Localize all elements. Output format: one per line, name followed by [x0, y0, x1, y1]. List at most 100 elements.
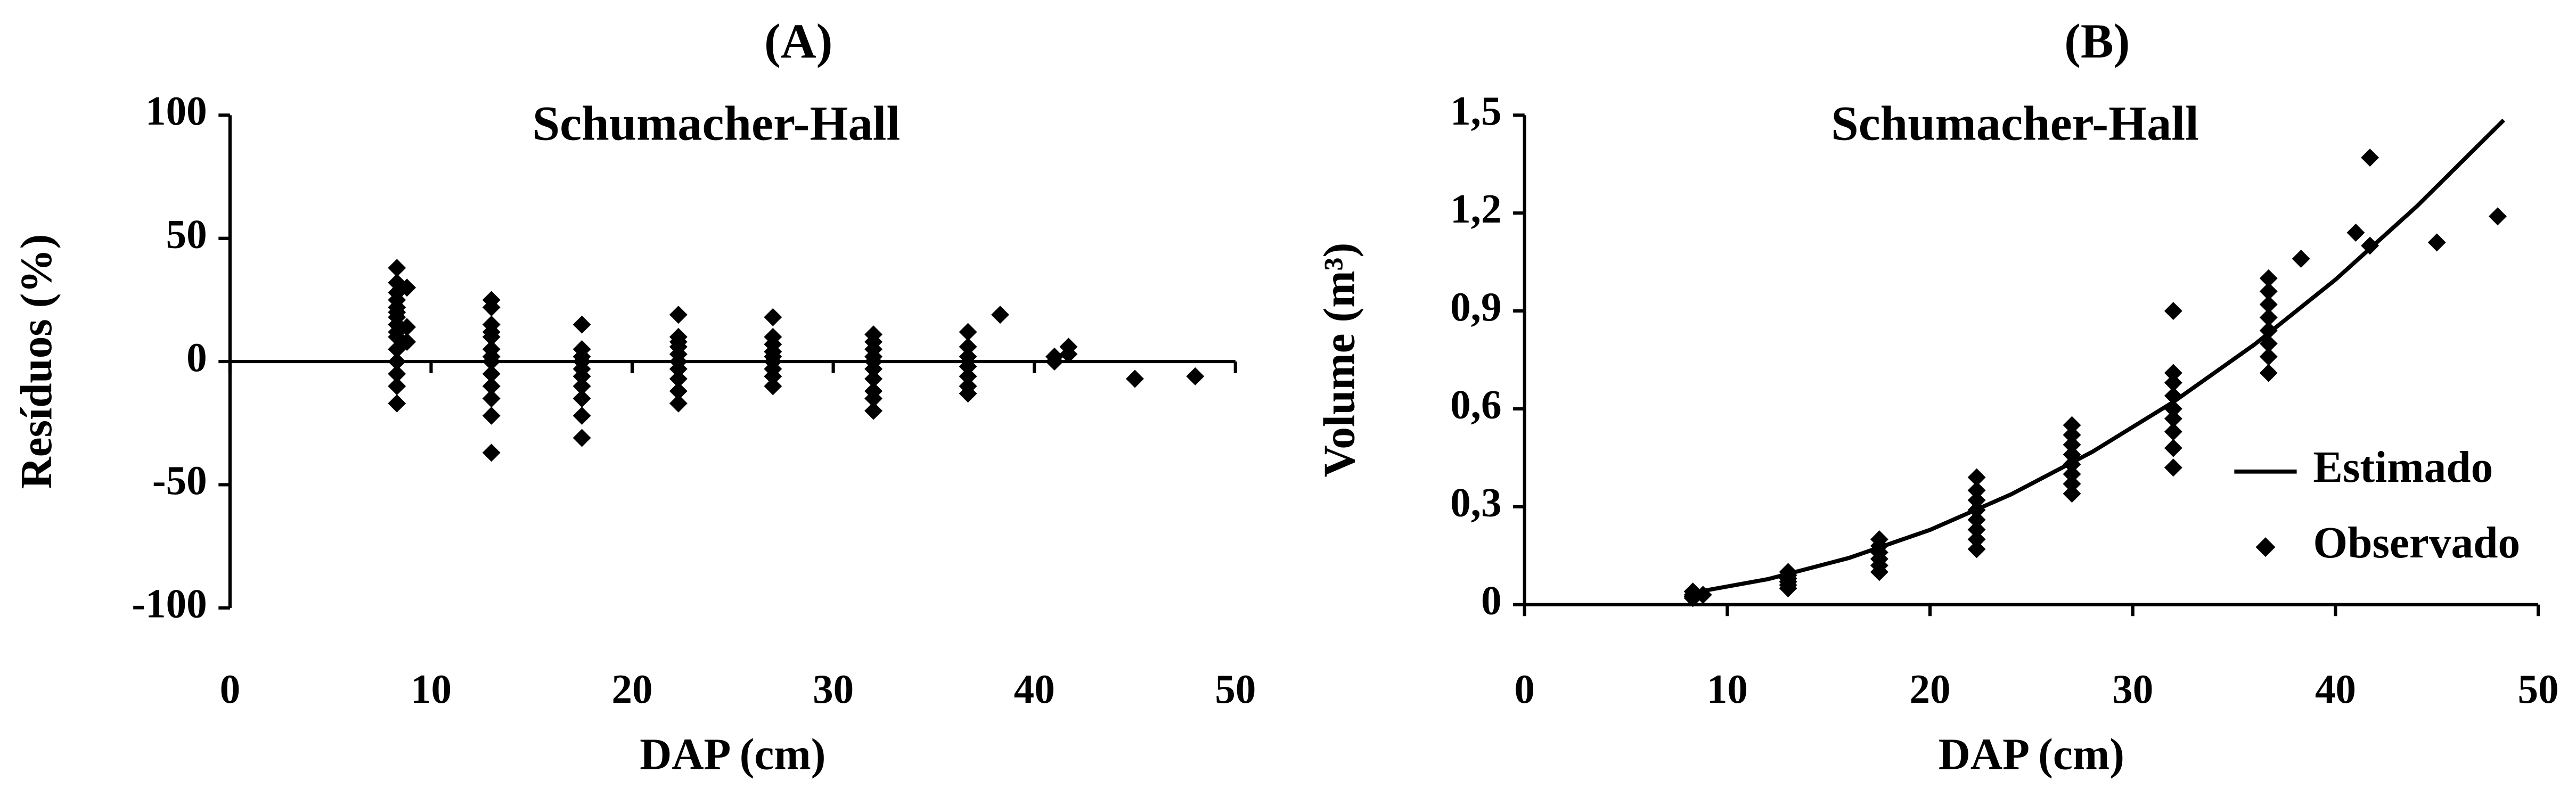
point: [959, 323, 977, 341]
point: [573, 429, 591, 447]
point: [2259, 321, 2278, 340]
point: [1045, 347, 1064, 366]
point: [2292, 250, 2310, 268]
point: [1059, 345, 1078, 364]
point: [764, 308, 782, 326]
x-tick-label: 10: [411, 666, 452, 712]
point: [482, 389, 501, 408]
point: [1186, 367, 1205, 385]
point: [2259, 308, 2278, 327]
point: [482, 365, 501, 383]
point: [573, 389, 591, 408]
subtitle: Schumacher-Hall: [533, 96, 901, 151]
point: [1967, 468, 1986, 487]
panel-title: (A): [764, 14, 832, 69]
point: [2063, 425, 2081, 444]
point: [398, 318, 416, 336]
x-tick-label: 50: [2517, 666, 2558, 712]
point: [2488, 207, 2507, 226]
point: [398, 278, 416, 297]
point: [959, 384, 977, 403]
y-tick-label: -100: [132, 581, 207, 627]
point: [2164, 458, 2182, 477]
point: [2164, 364, 2182, 382]
point: [398, 333, 416, 351]
point: [2063, 474, 2081, 493]
y-tick-label: 1,5: [1450, 88, 1501, 134]
x-tick-label: 0: [220, 666, 241, 712]
point: [2259, 364, 2278, 382]
point: [2063, 465, 2081, 483]
y-tick-label: -50: [152, 457, 207, 503]
point: [669, 382, 688, 400]
y-tick-label: 50: [166, 211, 207, 257]
point: [669, 394, 688, 413]
subtitle: Schumacher-Hall: [1831, 96, 2199, 151]
point: [864, 369, 883, 388]
point: [388, 352, 406, 371]
legend-label: Observado: [2313, 519, 2520, 568]
point: [959, 338, 977, 356]
point: [669, 306, 688, 324]
y-tick-label: 0,9: [1450, 284, 1501, 330]
point: [573, 367, 591, 385]
x-axis-label: DAP (cm): [1939, 730, 2124, 779]
point: [388, 308, 406, 326]
point: [959, 367, 977, 385]
point: [2063, 455, 2081, 474]
point: [1126, 369, 1144, 388]
point: [764, 367, 782, 385]
point: [2063, 436, 2081, 454]
x-tick-label: 20: [611, 666, 652, 712]
panel-title: (B): [2064, 14, 2130, 69]
point: [669, 333, 688, 351]
point: [482, 323, 501, 341]
point: [991, 306, 1009, 324]
y-axis-label: Resíduos (%): [12, 234, 61, 489]
legend-marker: [2255, 537, 2276, 557]
fit-line: [1686, 118, 2506, 596]
point: [2259, 295, 2278, 314]
point: [2164, 409, 2182, 428]
x-tick-label: 20: [1909, 666, 1950, 712]
point: [388, 377, 406, 396]
point: [2164, 399, 2182, 418]
point: [764, 377, 782, 396]
point: [959, 347, 977, 366]
y-axis-label: Volume (m³): [1315, 243, 1364, 478]
point: [388, 365, 406, 383]
point: [482, 443, 501, 462]
point: [573, 377, 591, 396]
y-tick-label: 100: [145, 88, 207, 134]
point: [2361, 236, 2379, 255]
point: [1694, 586, 1712, 604]
x-tick-label: 30: [813, 666, 854, 712]
y-tick-label: 0: [1481, 577, 1502, 623]
point: [669, 369, 688, 388]
point: [2164, 302, 2182, 321]
x-tick-label: 10: [1707, 666, 1748, 712]
y-tick-label: 1,2: [1450, 186, 1501, 232]
point: [2063, 416, 2081, 434]
point: [2346, 224, 2365, 242]
point: [669, 360, 688, 378]
point: [2259, 269, 2278, 287]
point: [2259, 347, 2278, 366]
point: [2164, 439, 2182, 457]
y-tick-label: 0,3: [1450, 479, 1501, 525]
point: [2063, 484, 2081, 503]
point: [1870, 530, 1888, 549]
point: [573, 315, 591, 334]
point: [2063, 445, 2081, 464]
y-tick-label: 0: [186, 334, 207, 380]
y-tick-label: 0,6: [1450, 382, 1501, 428]
x-axis-label: DAP (cm): [640, 730, 825, 779]
point: [388, 274, 406, 292]
point: [388, 259, 406, 277]
legend-label: Estimado: [2313, 443, 2493, 492]
point: [864, 401, 883, 420]
point: [2259, 334, 2278, 353]
point: [2259, 282, 2278, 301]
